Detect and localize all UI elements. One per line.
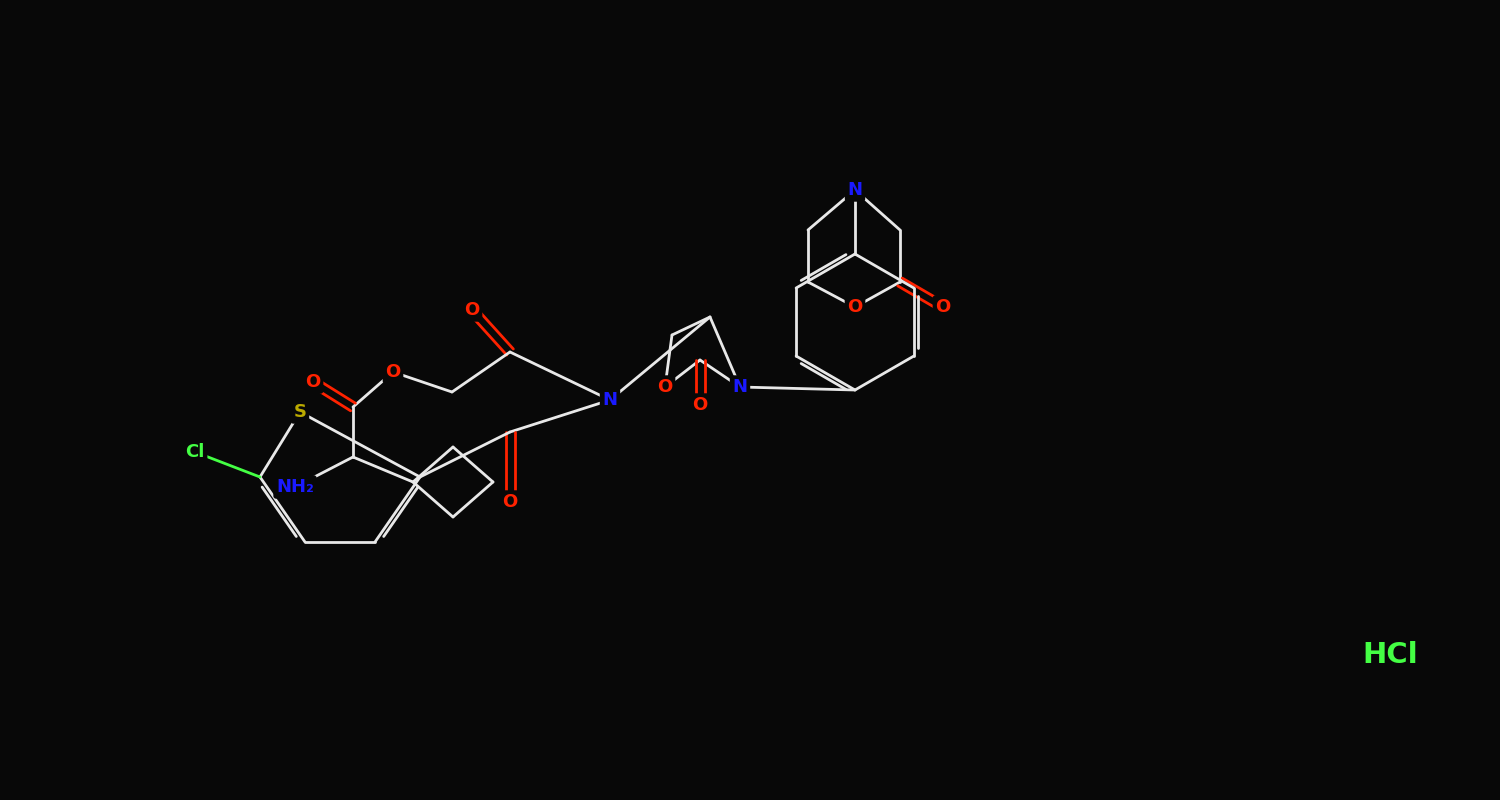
Text: O: O — [465, 301, 480, 319]
Text: HCl: HCl — [1362, 641, 1418, 669]
Text: O: O — [693, 396, 708, 414]
Text: O: O — [503, 493, 518, 511]
Text: N: N — [603, 391, 618, 409]
Text: S: S — [294, 403, 306, 421]
Text: NH₂: NH₂ — [276, 478, 314, 496]
Text: O: O — [386, 363, 400, 381]
Text: O: O — [657, 378, 672, 396]
Text: N: N — [847, 181, 862, 199]
Text: N: N — [732, 378, 747, 396]
Text: O: O — [306, 373, 321, 391]
Text: O: O — [847, 298, 862, 316]
Text: O: O — [936, 298, 951, 316]
Text: Cl: Cl — [186, 443, 204, 461]
